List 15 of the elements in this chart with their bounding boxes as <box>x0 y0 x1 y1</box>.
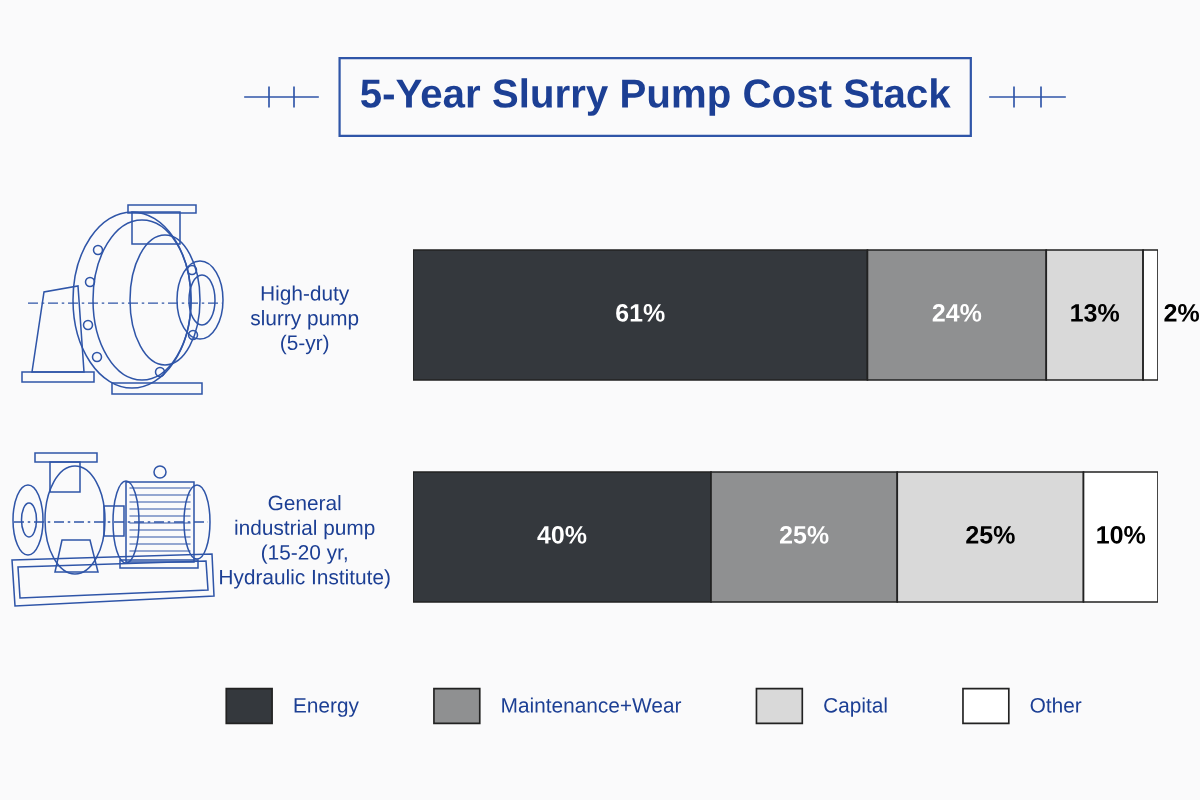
data-label: 10% <box>1097 526 1146 544</box>
legend-label: Other <box>1030 697 1082 713</box>
legend-label: Capital <box>824 697 887 717</box>
data-label: 40% <box>537 526 587 544</box>
data-label: 24% <box>932 304 982 322</box>
data-label: 2% <box>1164 304 1200 322</box>
data-label: 13% <box>1071 304 1120 322</box>
data-label: 25% <box>966 526 1015 544</box>
chart-title: 5-Year Slurry Pump Cost Stack <box>360 78 951 116</box>
y-tick-label: General industrial pump (15-20 yr, Hydraulic Institute) <box>220 495 390 589</box>
y-tick-label: High-duty slurry pump (5-yr) <box>250 285 359 355</box>
legend-label: Maintenance+Wear <box>502 697 682 713</box>
legend-label: Energy <box>294 698 359 717</box>
data-label: 25% <box>779 526 829 544</box>
data-label: 61% <box>616 304 665 322</box>
